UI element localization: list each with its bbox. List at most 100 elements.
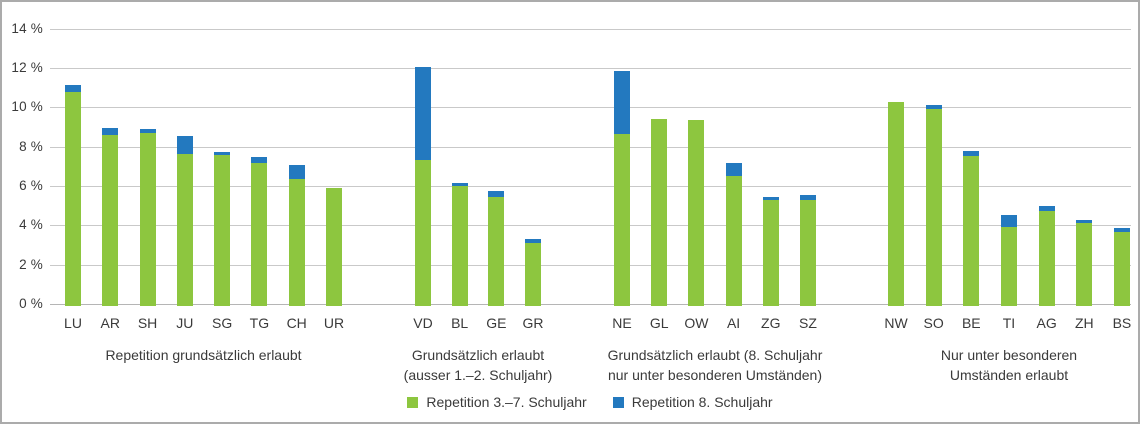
bar-segment-rep37-UR — [325, 187, 342, 306]
bar-segment-rep8-VD — [415, 67, 431, 161]
bar-segment-rep37-GL — [651, 119, 668, 306]
x-tick-label: ZH — [1074, 315, 1094, 331]
bar-segment-rep37-AG — [1038, 210, 1055, 306]
x-tick-AI: AI — [726, 314, 742, 332]
x-tick-label: UR — [323, 315, 345, 331]
x-tick-CH: CH — [286, 314, 307, 332]
bar-segment-rep37-AI — [725, 176, 742, 306]
bar-LU — [65, 84, 81, 306]
x-tick-label: SO — [923, 315, 944, 331]
x-tick-UR: UR — [323, 314, 345, 332]
legend-item-rep8: Repetition 8. Schuljahr — [612, 394, 773, 410]
x-tick-label: AI — [726, 315, 741, 331]
bar-segment-rep37-OW — [688, 120, 705, 306]
x-tick-label: ZG — [761, 315, 781, 331]
x-tick-label: SZ — [798, 315, 817, 331]
bar-NW — [888, 102, 904, 306]
x-tick-SO: SO — [923, 314, 944, 332]
legend-item-rep37: Repetition 3.–7. Schuljahr — [407, 394, 587, 410]
bar-segment-rep8-ZH — [1076, 219, 1093, 224]
bar-segment-rep37-ZH — [1076, 223, 1093, 306]
bar-GR — [524, 239, 541, 306]
x-tick-label: VD — [413, 315, 433, 331]
x-tick-GE: GE — [486, 314, 506, 332]
bar-VD — [415, 67, 431, 306]
group-caption-cell-1: Repetition grundsätzlich erlaubt — [65, 345, 342, 389]
bar-segment-rep37-JU — [176, 153, 193, 306]
x-tick-BL: BL — [451, 314, 468, 332]
y-axis-tick-label: 6 % — [19, 177, 43, 193]
bar-segment-rep37-LU — [65, 91, 81, 306]
bar-AI — [725, 163, 742, 306]
bar-SO — [925, 105, 942, 306]
x-tick-TG: TG — [250, 314, 269, 332]
x-tick-SZ: SZ — [798, 314, 817, 332]
plot-area — [50, 31, 1130, 306]
bar-segment-rep37-GR — [524, 243, 541, 306]
x-tick-ZH: ZH — [1074, 314, 1094, 332]
x-tick-NW: NW — [884, 314, 907, 332]
bar-segment-rep37-BE — [963, 156, 980, 306]
bar-segment-rep37-AR — [102, 134, 119, 306]
x-tick-label: GR — [522, 315, 544, 331]
legend-label: Repetition 8. Schuljahr — [631, 394, 773, 410]
y-axis-tick-label: 12 % — [11, 59, 43, 75]
bar-segment-rep8-JU — [176, 135, 193, 154]
bar-segment-rep37-SG — [214, 155, 231, 306]
x-tick-AG: AG — [1036, 314, 1057, 332]
bar-segment-rep37-CH — [288, 179, 305, 306]
legend-swatch-green — [407, 396, 419, 408]
bar-segment-rep8-SH — [139, 129, 156, 133]
x-tick-BS: BS — [1112, 314, 1132, 332]
group-caption: Repetition grundsätzlich erlaubt — [105, 347, 302, 363]
bar-segment-rep8-TG — [251, 156, 268, 164]
group-caption: Grundsätzlich erlaubt (ausser 1.–2. Schu… — [403, 347, 553, 383]
bar-TI — [1000, 214, 1017, 306]
x-tick-label: CH — [286, 315, 307, 331]
x-axis-baseline — [50, 304, 1131, 305]
x-tick-SG: SG — [212, 314, 233, 332]
x-tick-label: NE — [612, 315, 632, 331]
group-caption-cell-2: Grundsätzlich erlaubt (ausser 1.–2. Schu… — [404, 345, 553, 389]
bar-segment-rep8-SO — [925, 105, 942, 110]
x-tick-NE: NE — [612, 314, 632, 332]
bar-GL — [651, 119, 668, 306]
bar-group-1 — [65, 84, 342, 306]
bar-segment-rep8-BS — [1113, 228, 1130, 233]
bar-OW — [688, 120, 705, 306]
x-tick-label: SG — [212, 315, 233, 331]
gridline — [50, 225, 1131, 227]
gridline — [50, 146, 1131, 148]
x-tick-LU: LU — [64, 314, 82, 332]
bar-SZ — [799, 194, 816, 306]
x-tick-label: AR — [100, 315, 121, 331]
x-label-group-3: NE GL OW AI ZG SZ — [612, 314, 817, 332]
gridline — [50, 67, 1131, 69]
y-axis-tick-label: 10 % — [11, 99, 43, 115]
x-tick-label: AG — [1036, 315, 1057, 331]
y-axis-tick-label: 2 % — [19, 256, 43, 272]
bar-segment-rep37-NE — [614, 133, 630, 306]
bar-segment-rep37-ZG — [762, 199, 779, 306]
group-caption-cell-4: Nur unter besonderen Umständen erlaubt — [888, 345, 1130, 389]
bar-SG — [214, 152, 231, 306]
bar-segment-rep37-SZ — [799, 199, 816, 306]
bar-segment-rep8-GE — [488, 190, 505, 197]
bar-segment-rep8-ZG — [762, 196, 779, 200]
legend-swatch-blue — [612, 396, 624, 408]
legend-label: Repetition 3.–7. Schuljahr — [426, 394, 587, 410]
bar-segment-rep37-BL — [451, 185, 468, 306]
bar-TG — [251, 156, 268, 306]
bar-segment-rep37-VD — [415, 160, 431, 306]
gridline — [50, 107, 1131, 109]
bar-segment-rep8-TI — [1000, 214, 1017, 228]
group-caption: Nur unter besonderen Umständen erlaubt — [940, 347, 1078, 383]
bar-group-3 — [614, 71, 816, 306]
bar-segment-rep37-NW — [888, 102, 904, 306]
x-tick-GR: GR — [522, 314, 544, 332]
bar-segment-rep8-AI — [725, 163, 742, 177]
x-tick-label: BE — [961, 315, 981, 331]
x-tick-label: BS — [1112, 315, 1132, 331]
bar-segment-rep37-SO — [925, 109, 942, 306]
